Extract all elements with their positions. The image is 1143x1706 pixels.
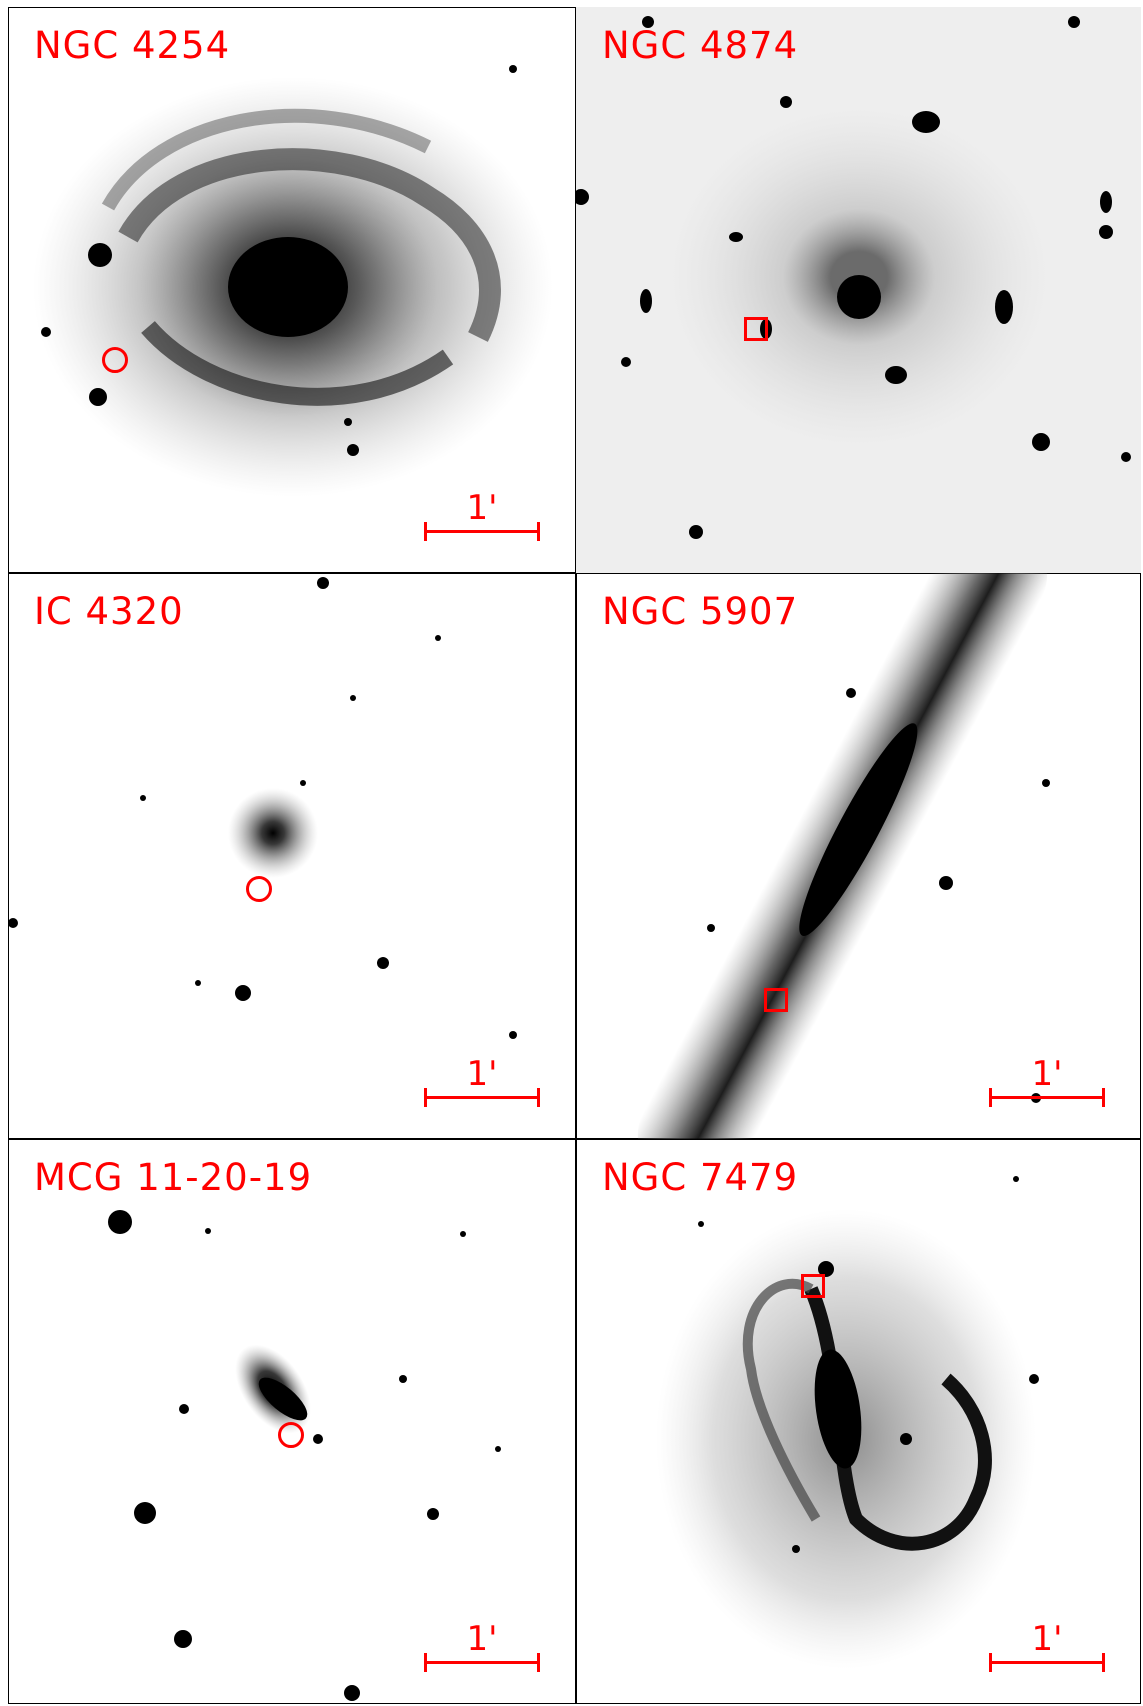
circle-marker <box>278 1422 304 1448</box>
galaxy-image <box>108 1210 501 1701</box>
panel-ngc-4254: NGC 4254 1' <box>8 7 576 573</box>
galaxy-image <box>656 1176 1039 1669</box>
galaxy-label: NGC 5907 <box>602 590 799 633</box>
panel-ngc-7479: NGC 7479 1' <box>576 1139 1141 1704</box>
panel-ngc-5907: NGC 5907 1' <box>576 573 1141 1139</box>
square-marker <box>801 1274 825 1298</box>
scale-label: 1' <box>1031 1619 1063 1659</box>
square-marker <box>744 317 768 341</box>
scale-label: 1' <box>1031 1054 1063 1094</box>
scale-bar: 1' <box>424 1622 540 1672</box>
scale-label: 1' <box>466 488 498 528</box>
panel-ngc-4874: NGC 4874 <box>576 7 1141 573</box>
galaxy-image <box>8 577 517 1039</box>
galaxy-image <box>576 7 1141 573</box>
galaxy-image <box>33 65 553 497</box>
galaxy-label: IC 4320 <box>34 590 184 633</box>
panel-ic-4320: IC 4320 1' <box>8 573 576 1139</box>
scale-bar: 1' <box>424 491 540 541</box>
scale-bar: 1' <box>989 1622 1105 1672</box>
galaxy-label: NGC 4254 <box>34 24 231 67</box>
panel-mcg-11-20-19: MCG 11-20-19 1' <box>8 1139 576 1704</box>
scale-bar: 1' <box>989 1057 1105 1107</box>
scale-label: 1' <box>466 1054 498 1094</box>
galaxy-label: NGC 7479 <box>602 1156 799 1199</box>
galaxy-image <box>637 573 1050 1139</box>
galaxy-image-grid: NGC 4254 1' <box>8 7 1141 1704</box>
galaxy-label: MCG 11-20-19 <box>34 1156 313 1199</box>
scale-bar: 1' <box>424 1057 540 1107</box>
circle-marker <box>102 347 128 373</box>
square-marker <box>764 988 788 1012</box>
circle-marker <box>246 876 272 902</box>
galaxy-label: NGC 4874 <box>602 24 799 67</box>
scale-label: 1' <box>466 1619 498 1659</box>
